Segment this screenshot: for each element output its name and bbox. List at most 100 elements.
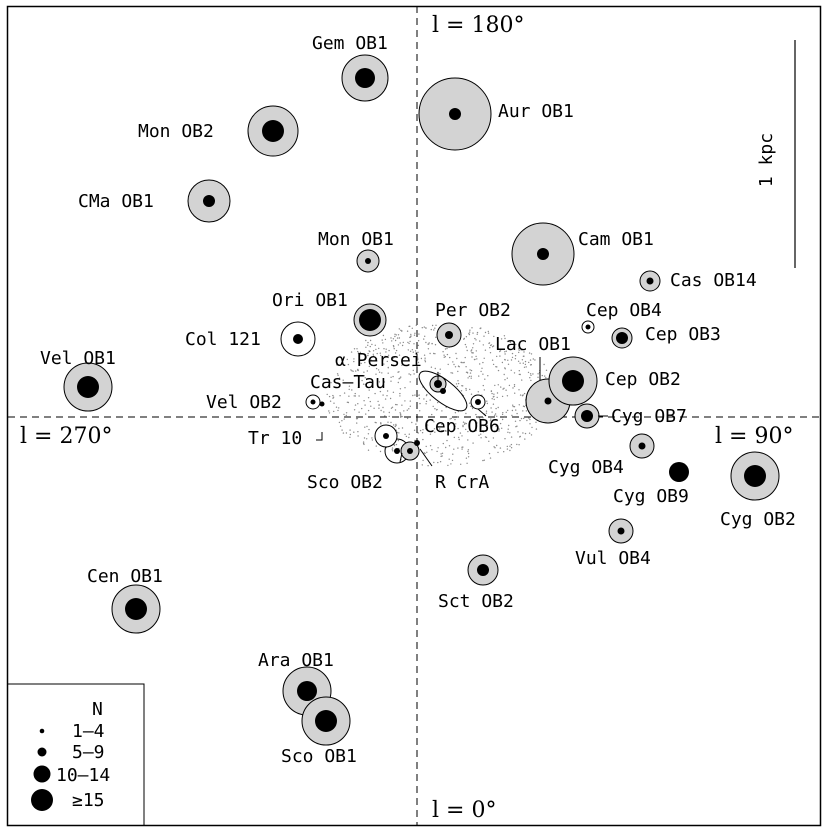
stipple-dot [474, 358, 476, 361]
stipple-dot [493, 398, 495, 401]
stipple-dot [398, 427, 400, 430]
stipple-dot [489, 420, 492, 422]
stipple-dot [519, 394, 522, 396]
stipple-dot [511, 356, 514, 359]
stipple-dot [419, 402, 421, 405]
stipple-dot [495, 425, 497, 427]
stipple-dot [388, 349, 390, 352]
stipple-dot [326, 393, 328, 396]
stipple-dot [524, 438, 526, 440]
stipple-dot [392, 357, 394, 359]
stipple-dot [511, 414, 513, 417]
stipple-dot [484, 349, 487, 351]
stipple-dot [431, 449, 433, 451]
stipple-dot [397, 334, 400, 336]
stipple-dot [451, 430, 454, 432]
stipple-dot [492, 345, 495, 347]
stipple-dot [354, 395, 356, 397]
stipple-dot [429, 445, 432, 447]
stipple-dot [524, 360, 527, 363]
stipple-dot [354, 404, 357, 406]
stipple-dot [423, 452, 425, 454]
label-ori-ob1: Ori OB1 [272, 290, 348, 311]
stipple-dot [480, 433, 482, 435]
stipple-dot [369, 400, 371, 403]
stipple-dot [467, 450, 469, 453]
stipple-dot [390, 421, 392, 424]
stipple-dot [457, 382, 460, 385]
stipple-dot [467, 430, 469, 433]
stipple-dot [470, 405, 472, 407]
stipple-dot [521, 379, 523, 381]
stipple-dot [410, 335, 412, 337]
stipple-dot [378, 381, 381, 383]
stipple-dot [404, 400, 406, 402]
stipple-dot [419, 410, 421, 412]
stipple-dot [357, 350, 359, 353]
stipple-dot [525, 410, 528, 412]
stipple-dot [529, 418, 531, 421]
stipple-dot [454, 428, 456, 430]
stipple-dot [391, 447, 394, 449]
stipple-dot [408, 433, 410, 435]
stipple-dot [396, 337, 399, 339]
stipple-dot [516, 443, 518, 446]
stipple-dot [418, 394, 420, 396]
stipple-dot [349, 433, 352, 436]
stipple-dot [422, 429, 424, 431]
stipple-dot [413, 429, 416, 431]
stipple-dot [463, 361, 465, 364]
stipple-dot [457, 370, 459, 373]
stipple-dot [462, 425, 464, 428]
stipple-dot [507, 363, 510, 365]
stipple-dot [497, 451, 499, 454]
stipple-dot [435, 336, 437, 338]
stipple-dot [444, 348, 447, 350]
stipple-dot [512, 404, 514, 406]
stipple-dot [530, 434, 533, 436]
stipple-dot [439, 373, 441, 375]
stipple-dot [545, 377, 547, 379]
stipple-dot [389, 397, 392, 400]
dot-sct-ob2 [477, 564, 489, 576]
label-vel-ob2: Vel OB2 [206, 392, 282, 413]
stipple-dot [522, 362, 524, 364]
stipple-dot [457, 380, 459, 382]
stipple-dot [465, 389, 467, 391]
stipple-dot [446, 439, 448, 442]
label-per-ob2: Per OB2 [435, 300, 511, 321]
stipple-dot [469, 372, 472, 374]
stipple-dot [399, 395, 401, 397]
stipple-dot [511, 409, 514, 412]
marker-cas-tau [440, 388, 446, 394]
stipple-dot [375, 348, 377, 351]
stipple-dot [446, 353, 449, 356]
stipple-dot [513, 372, 516, 374]
stipple-dot [506, 395, 509, 397]
stipple-dot [445, 406, 447, 409]
stipple-dot [452, 361, 454, 363]
stipple-dot [341, 429, 343, 431]
stipple-dot [364, 383, 367, 385]
label-aur-ob1: Aur OB1 [498, 101, 574, 122]
stipple-dot [469, 369, 471, 371]
dot-sco-ob1 [315, 710, 337, 732]
stipple-dot [486, 424, 488, 427]
stipple-dot [506, 445, 508, 448]
stipple-dot [387, 372, 389, 374]
legend-label-3: 10–14 [56, 765, 110, 786]
stipple-dot [436, 450, 438, 453]
label-cep-ob3: Cep OB3 [645, 324, 721, 345]
stipple-dot [504, 368, 506, 370]
stipple-dot [518, 370, 520, 372]
stipple-dot [493, 335, 495, 338]
marker-cep-ob6 [470, 394, 486, 410]
stipple-dot [497, 369, 500, 372]
stipple-dot [332, 396, 335, 398]
stipple-dot [393, 346, 395, 348]
stipple-dot [508, 424, 510, 427]
stipple-dot [417, 340, 420, 342]
stipple-dot [514, 355, 517, 357]
plot-frame [6, 5, 822, 827]
